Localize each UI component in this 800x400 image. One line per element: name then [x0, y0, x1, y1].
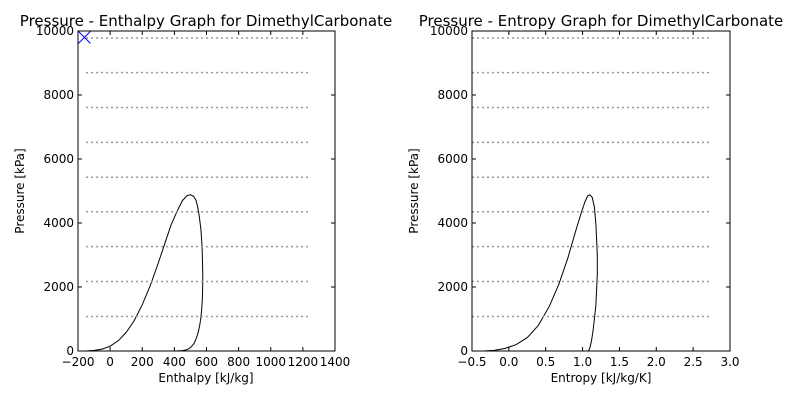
x-tick-label: 200 [131, 355, 154, 369]
x-tick-label: 2.5 [684, 355, 703, 369]
tick-marks [471, 30, 731, 352]
y-tick-label: 0 [66, 344, 74, 358]
x-tick-label: −0.5 [457, 355, 486, 369]
axes-frame [471, 30, 731, 352]
x-tick-label: 0.5 [536, 355, 555, 369]
tick-marks [77, 30, 336, 352]
y-tick-label: 0 [460, 344, 468, 358]
x-tick-label: 2.0 [647, 355, 666, 369]
plot-area [78, 31, 311, 352]
y-tick-label: 6000 [43, 152, 74, 166]
x-tick-label: 1000 [255, 355, 286, 369]
saturation-dome-line [483, 194, 598, 352]
data-marker [78, 31, 91, 44]
entropy-chart: Pressure - Entropy Graph for DimethylCar… [407, 12, 783, 385]
x-axis-label: Entropy [kJ/kg/K] [551, 371, 652, 385]
y-tick-label: 2000 [43, 280, 74, 294]
chart-title: Pressure - Entropy Graph for DimethylCar… [419, 12, 784, 30]
y-tick-label: 6000 [437, 152, 468, 166]
tick-labels: −200 0 200 400 600 800 1000 1200 140002000400060… [36, 24, 350, 369]
y-tick-label: 8000 [437, 88, 468, 102]
y-tick-label: 8000 [43, 88, 74, 102]
y-axis-label: Pressure [kPa] [407, 148, 421, 233]
y-tick-label: 10000 [36, 24, 74, 38]
axes-frame [77, 30, 336, 352]
y-tick-label: 4000 [43, 216, 74, 230]
x-tick-label: 1200 [288, 355, 319, 369]
x-tick-label: −200 [62, 355, 95, 369]
x-tick-label: 600 [195, 355, 218, 369]
x-tick-label: 400 [163, 355, 186, 369]
y-tick-label: 2000 [437, 280, 468, 294]
enthalpy-chart: Pressure - Enthalpy Graph for DimethylCa… [13, 12, 392, 385]
x-tick-label: 1.0 [573, 355, 592, 369]
plot-area [472, 37, 712, 352]
x-tick-label: 3.0 [720, 355, 739, 369]
y-tick-label: 10000 [430, 24, 468, 38]
tick-labels: −0.5 0.0 0.5 1.0 1.5 2.0 2.5 3.0 0 2000 4000 6000 80… [430, 24, 740, 369]
x-tick-label: 0.0 [499, 355, 518, 369]
x-tick-label: 1400 [320, 355, 351, 369]
y-axis-label: Pressure [kPa] [13, 148, 27, 233]
chart-title: Pressure - Enthalpy Graph for DimethylCa… [20, 12, 392, 30]
x-tick-label: 1.5 [610, 355, 629, 369]
x-axis-label: Enthalpy [kJ/kg] [158, 371, 253, 385]
x-tick-label: 800 [227, 355, 250, 369]
saturation-dome-line [85, 194, 204, 352]
x-tick-label: 0 [106, 355, 114, 369]
y-tick-label: 4000 [437, 216, 468, 230]
